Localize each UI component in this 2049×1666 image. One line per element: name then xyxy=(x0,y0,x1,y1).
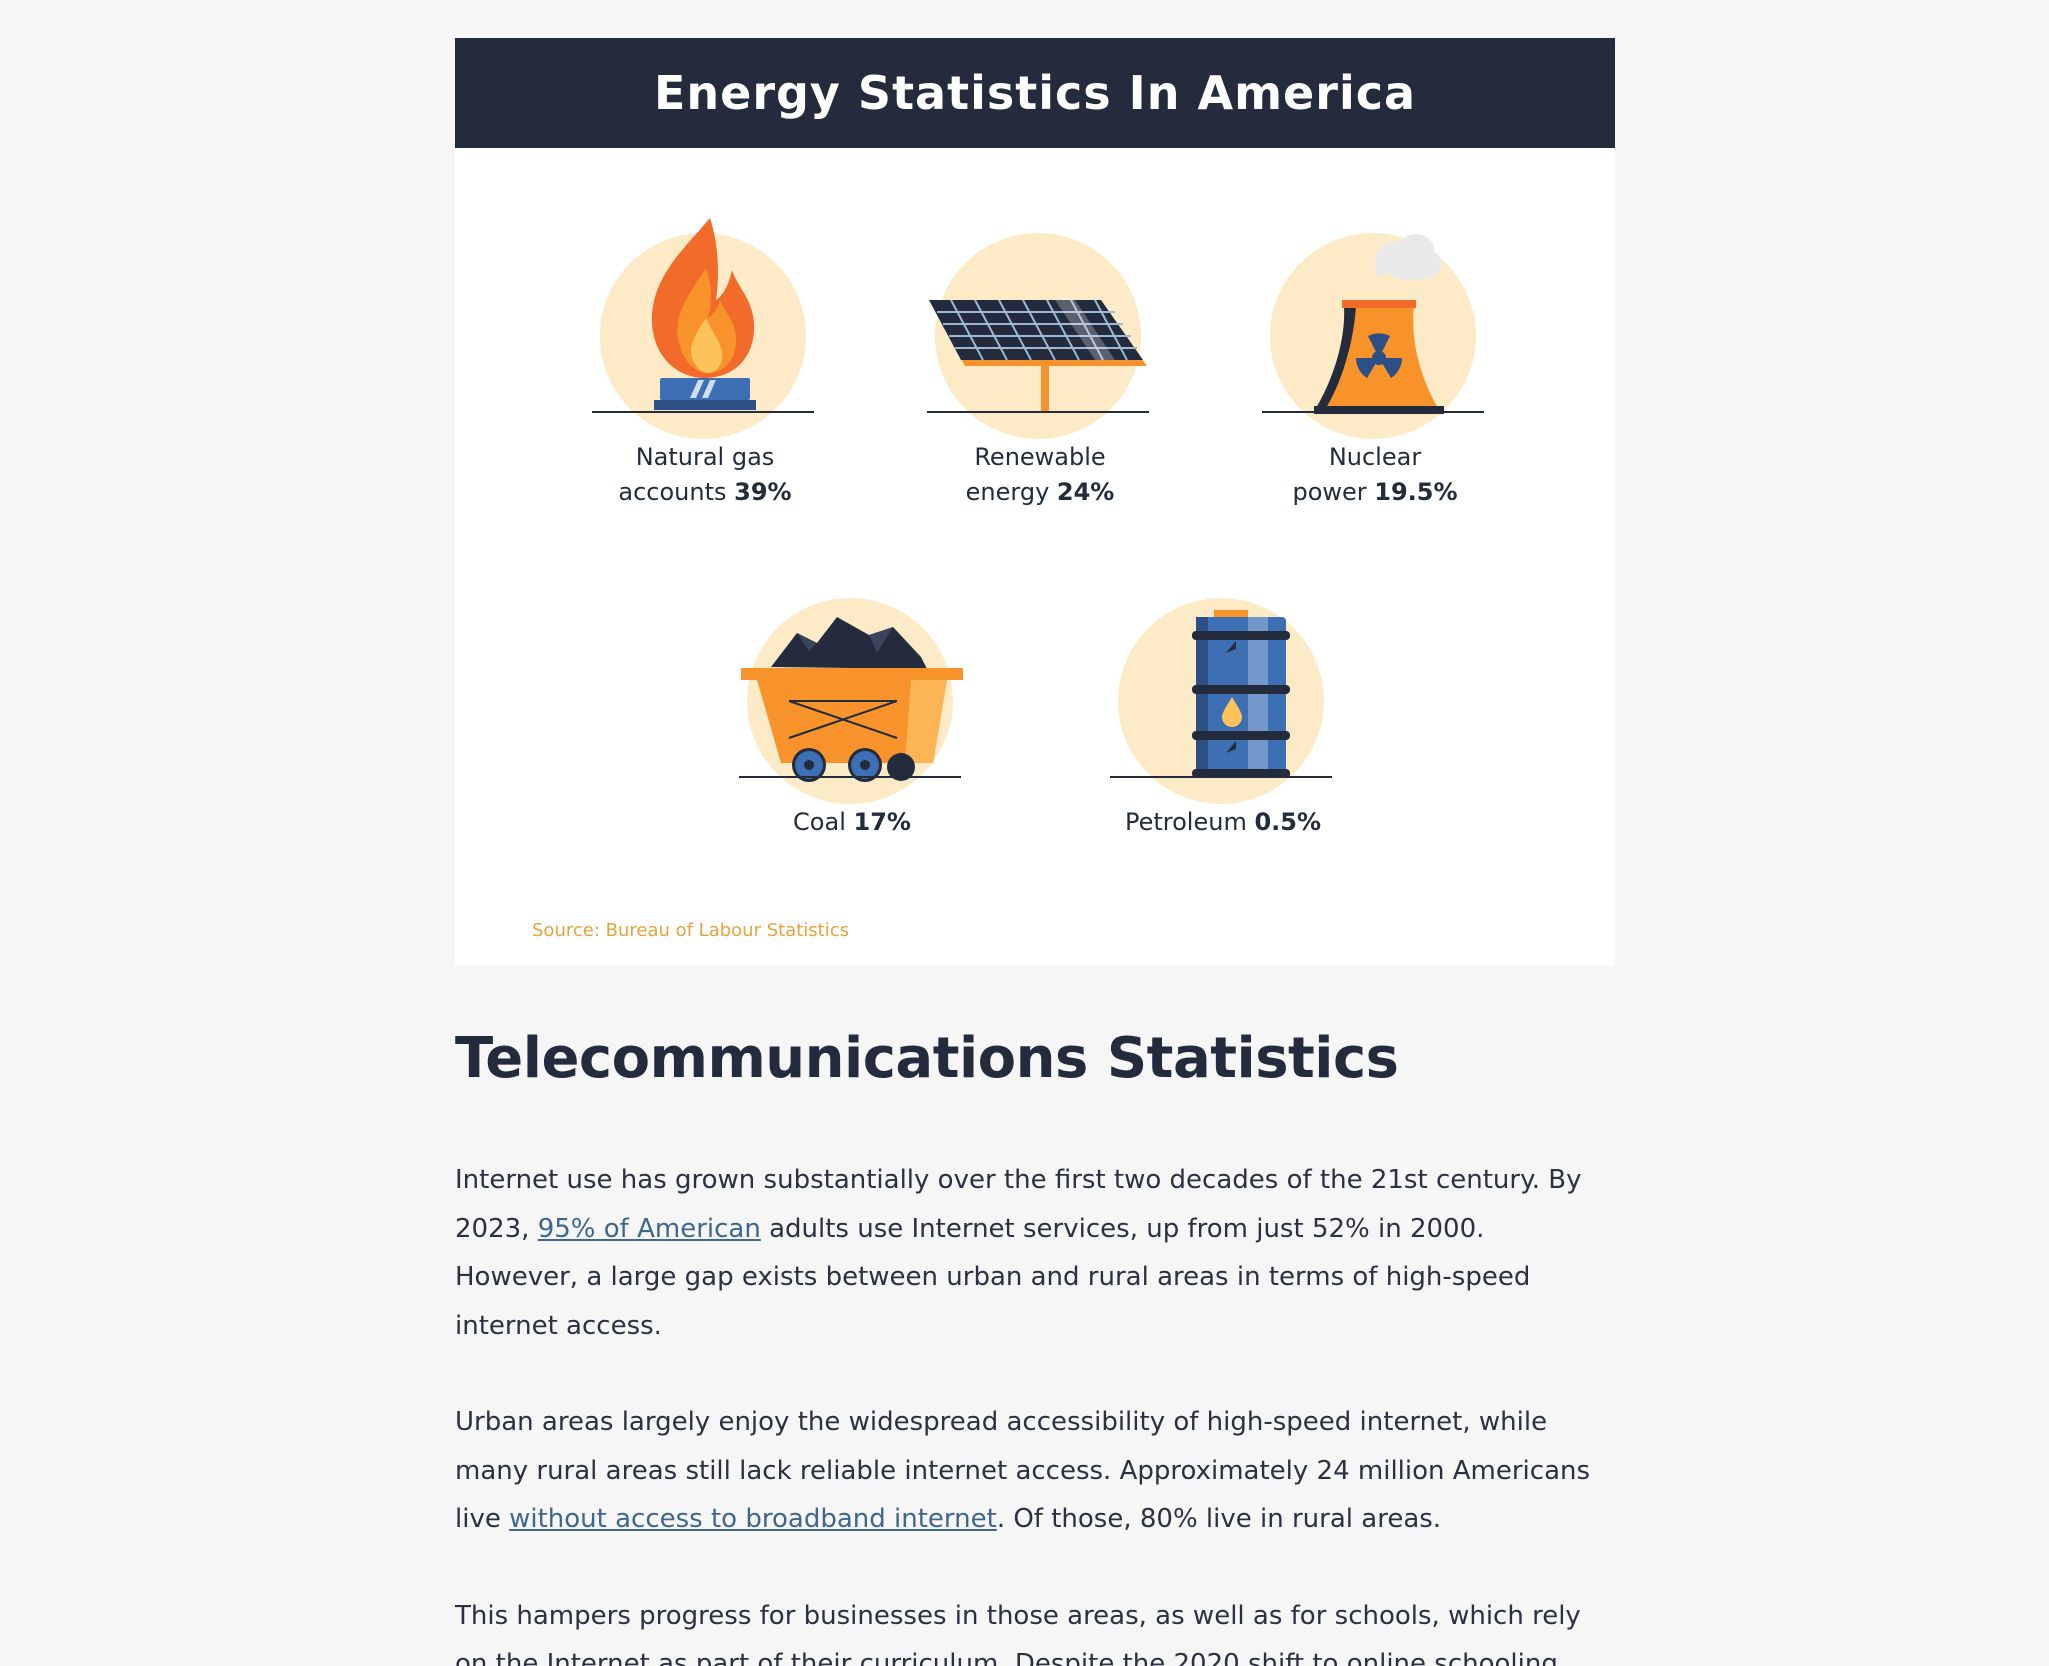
stat-value: 39% xyxy=(734,478,792,506)
paragraph-2: Urban areas largely enjoy the widespread… xyxy=(455,1407,1591,1534)
stat-petroleum: Petroleum 0.5% xyxy=(1073,573,1373,840)
stat-caption: Renewable energy 24% xyxy=(965,443,1115,506)
stat-value: 19.5% xyxy=(1374,478,1458,506)
stat-value: 24% xyxy=(1056,478,1115,506)
infographic-source: Source: Bureau of Labour Statistics xyxy=(532,920,849,941)
oil-barrel-icon xyxy=(1108,573,1338,804)
stat-nuclear: Nuclear power 19.5% xyxy=(1225,208,1525,510)
stat-caption: Petroleum 0.5% xyxy=(1124,808,1322,836)
stat-natural-gas: Natural gas accounts 39% xyxy=(555,208,855,510)
paragraph-3: This hampers progress for businesses in … xyxy=(455,1600,1581,1666)
paragraph-1: Internet use has grown substantially ove… xyxy=(455,1165,1582,1341)
stat-coal: Coal 17% xyxy=(702,573,1002,840)
stat-value: 0.5% xyxy=(1254,808,1322,836)
article-section: Telecommunications Statistics Internet u… xyxy=(455,1020,1615,1666)
coal-cart-icon xyxy=(737,573,967,804)
solar-panel-icon xyxy=(925,208,1155,439)
stat-caption: Natural gas accounts 39% xyxy=(618,443,792,506)
stat-value: 17% xyxy=(853,808,911,836)
link-95-percent-american[interactable]: 95% of American xyxy=(537,1213,761,1244)
gas-flame-icon xyxy=(590,208,820,439)
stat-caption: Coal 17% xyxy=(793,808,911,836)
infographic-title: Energy Statistics In America xyxy=(653,66,1417,120)
section-heading: Telecommunications Statistics xyxy=(455,1026,1399,1091)
link-broadband-access[interactable]: without access to broadband internet xyxy=(509,1504,997,1534)
stat-caption: Nuclear power 19.5% xyxy=(1292,443,1458,506)
infographic-header: Energy Statistics In America xyxy=(455,38,1615,148)
nuclear-cooling-tower-icon xyxy=(1260,208,1490,439)
stat-renewable: Renewable energy 24% xyxy=(890,208,1190,510)
energy-infographic: Energy Statistics In America Natural gas… xyxy=(455,38,1615,966)
